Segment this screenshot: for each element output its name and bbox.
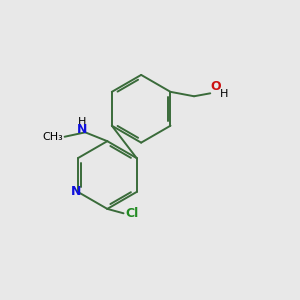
Text: N: N bbox=[71, 185, 82, 199]
Text: H: H bbox=[220, 89, 228, 99]
Text: Cl: Cl bbox=[125, 207, 138, 220]
Text: O: O bbox=[211, 80, 221, 93]
Text: H: H bbox=[78, 117, 86, 127]
Text: CH₃: CH₃ bbox=[42, 132, 63, 142]
Text: N: N bbox=[77, 124, 88, 136]
